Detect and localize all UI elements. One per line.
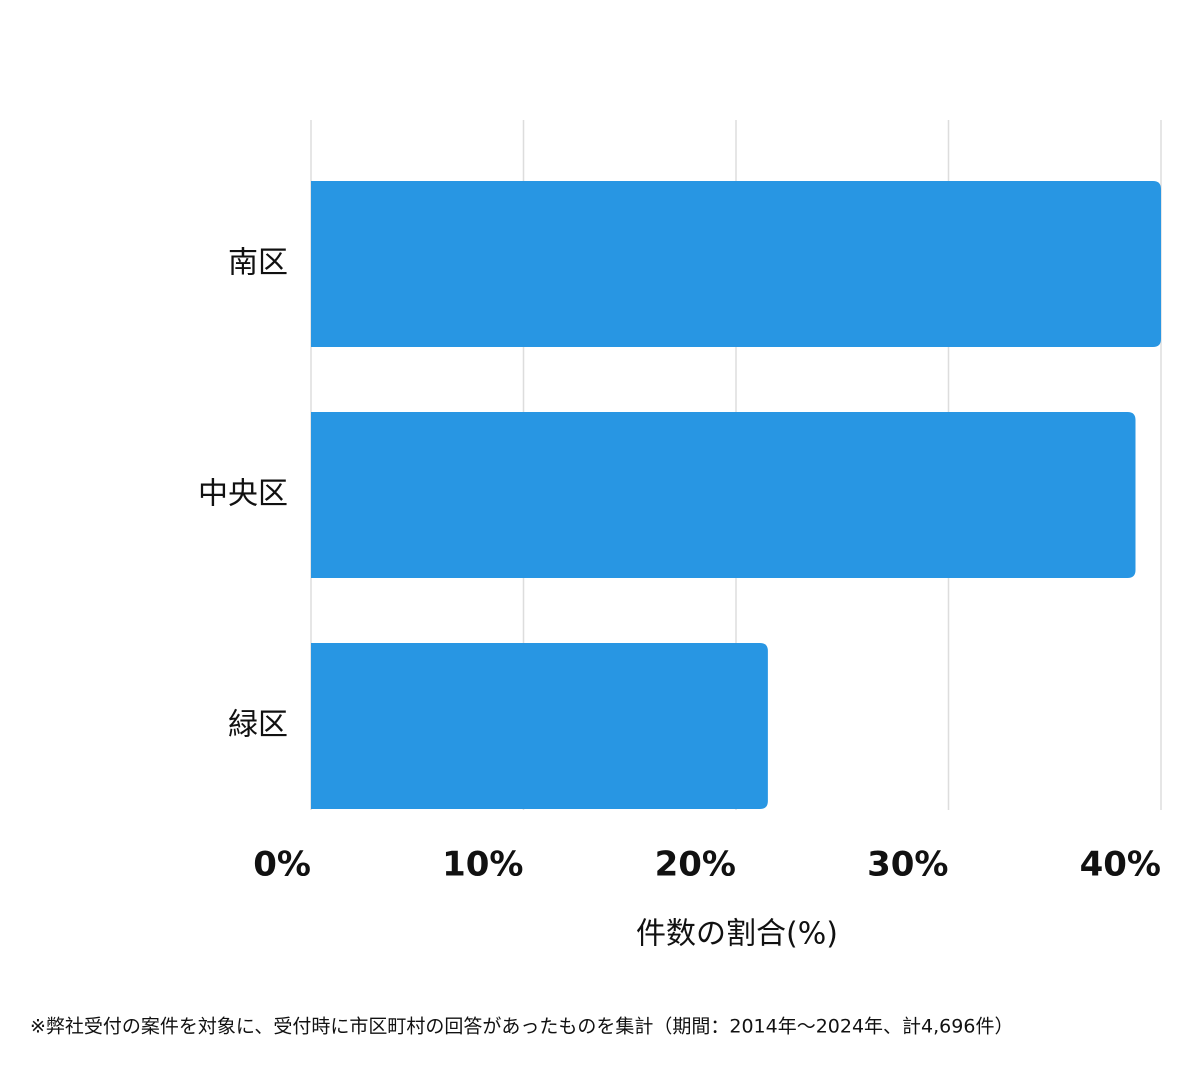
y-tick-label: 南区 <box>228 246 288 281</box>
x-tick-label: 0% <box>253 845 311 885</box>
y-tick-label: 中央区 <box>198 477 288 512</box>
x-axis-title: 件数の割合(%) <box>636 917 838 952</box>
footnote: ※弊社受付の案件を対象に、受付時に市区町村の回答があったものを集計（期間：201… <box>30 1016 1013 1038</box>
x-tick-label: 10% <box>442 845 523 885</box>
x-tick-label: 30% <box>867 845 948 885</box>
bar <box>311 181 1161 347</box>
bar <box>311 643 768 809</box>
y-tick-label: 緑区 <box>228 708 288 743</box>
x-tick-label: 40% <box>1080 845 1161 885</box>
x-tick-label: 20% <box>655 845 736 885</box>
bar <box>311 412 1136 578</box>
